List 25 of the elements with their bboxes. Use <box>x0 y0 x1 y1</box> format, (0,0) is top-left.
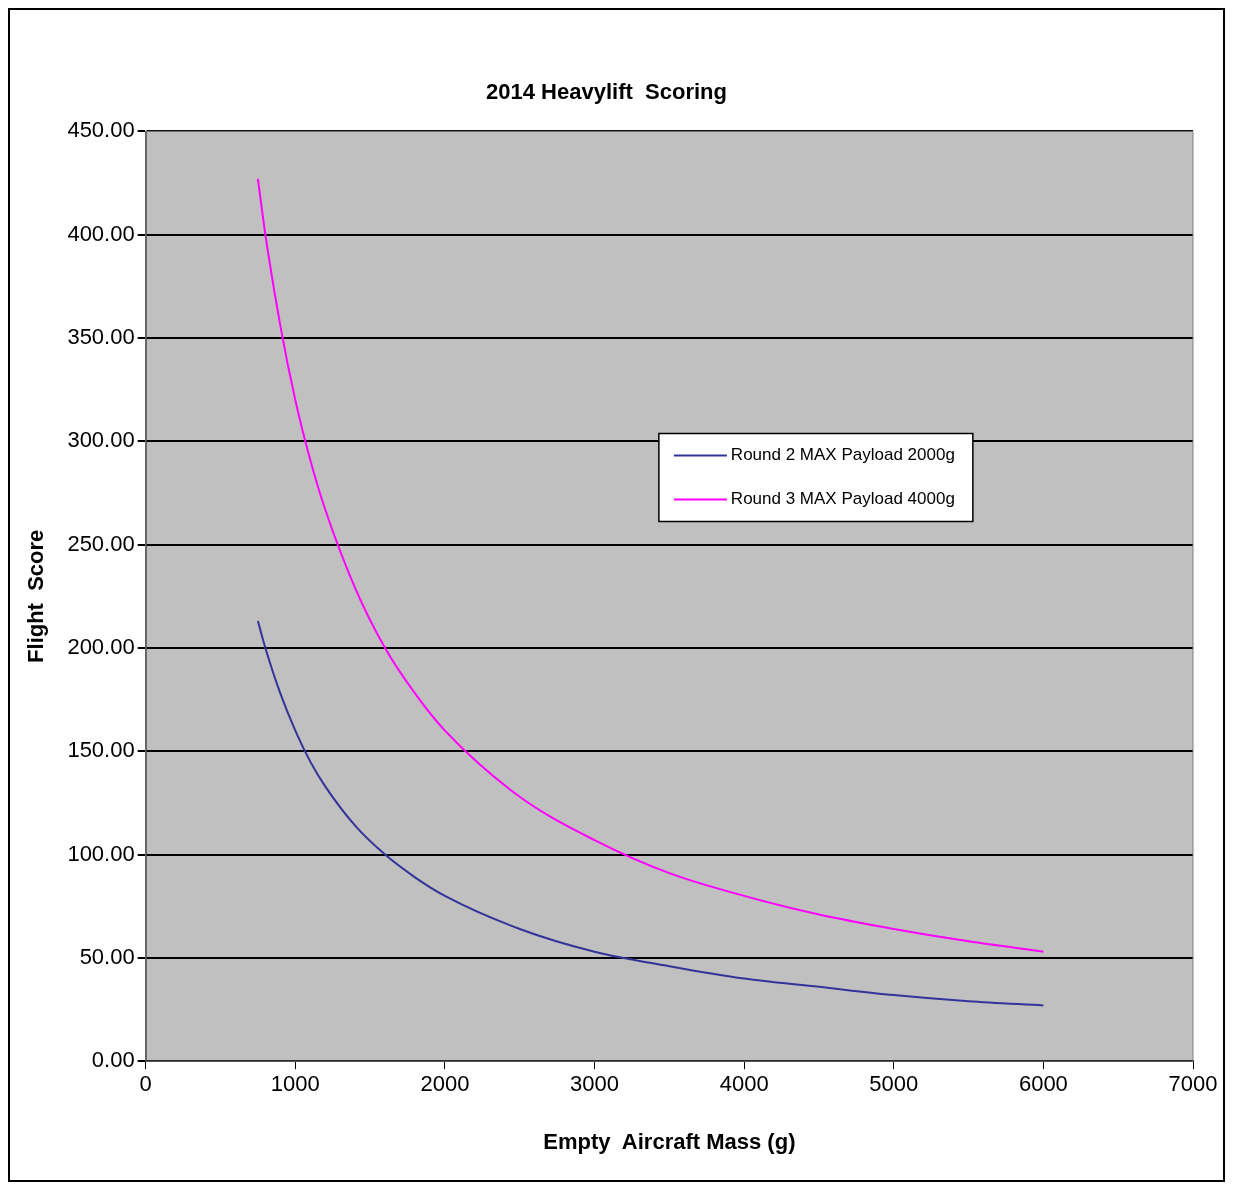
line-series <box>256 177 1045 953</box>
x-tick-label: 2000 <box>420 1071 470 1097</box>
y-tick-label: 50.00 <box>79 943 135 969</box>
y-tick-label: 250.00 <box>67 530 135 556</box>
y-axis-title: Flight Score <box>23 529 49 663</box>
x-tick-label: 4000 <box>719 1071 769 1097</box>
legend-label: Round 2 MAX Payload 2000g <box>730 445 955 465</box>
x-tick-label: 5000 <box>869 1071 919 1097</box>
y-tick-label: 400.00 <box>67 220 135 246</box>
x-tick-label: 7000 <box>1168 1071 1218 1097</box>
y-tick-label: 300.00 <box>67 427 135 453</box>
x-tick-label: 1000 <box>270 1071 320 1097</box>
y-tick-label: 0.00 <box>91 1047 135 1073</box>
x-tick-label: 6000 <box>1018 1071 1068 1097</box>
line-series <box>256 620 1045 1007</box>
y-tick-label: 350.00 <box>67 324 135 350</box>
legend-label: Round 3 MAX Payload 4000g <box>730 489 955 509</box>
y-tick-label: 100.00 <box>67 840 135 866</box>
x-tick-label: 3000 <box>570 1071 620 1097</box>
y-tick-label: 150.00 <box>67 737 135 763</box>
chart-title: 2014 Heavylift Scoring <box>486 79 727 105</box>
y-tick-label: 200.00 <box>67 634 135 660</box>
y-tick-label: 450.00 <box>67 117 135 143</box>
x-tick-label: 0 <box>139 1071 152 1097</box>
x-axis-title: Empty Aircraft Mass (g) <box>543 1128 796 1154</box>
